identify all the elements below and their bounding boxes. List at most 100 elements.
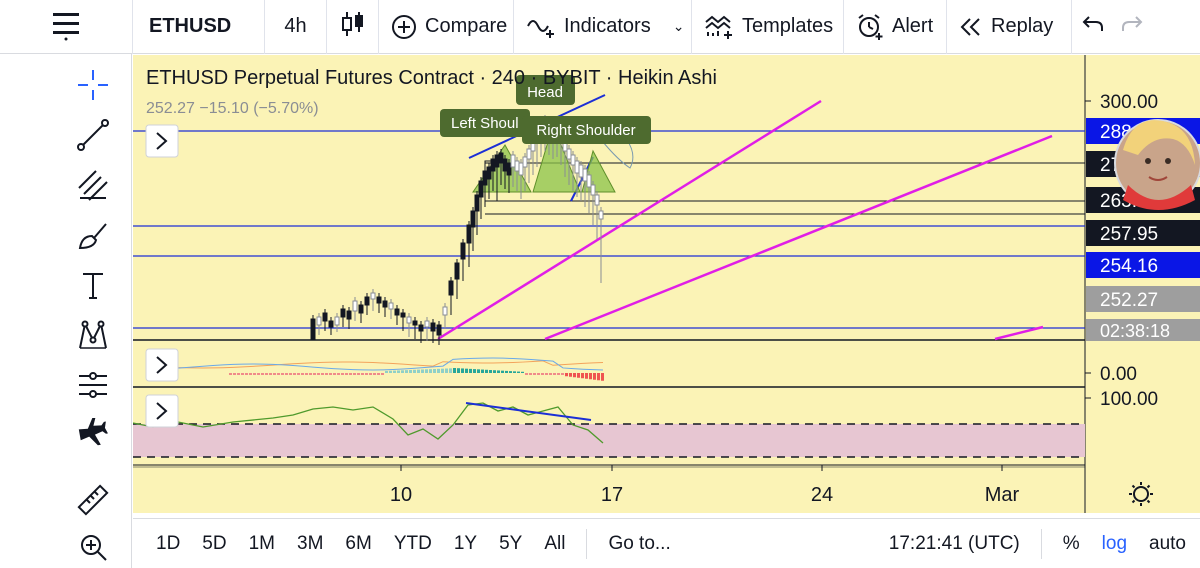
chevron-right-icon	[156, 402, 168, 420]
chart-legend-title: ETHUSD Perpetual Futures Contract · 240 …	[146, 67, 717, 89]
replay-label: Replay	[991, 15, 1054, 37]
price-pane-toggle[interactable]	[145, 124, 179, 158]
pattern-tool[interactable]	[70, 314, 116, 360]
brush-tool[interactable]	[70, 214, 116, 260]
macd-bar	[237, 373, 240, 375]
candle-body	[340, 308, 346, 318]
countdown-tag	[1086, 319, 1200, 341]
zoom-tool[interactable]	[70, 530, 116, 568]
range-button-6m[interactable]: 6M	[345, 532, 372, 554]
utc-clock[interactable]: 17:21:41 (UTC)	[888, 532, 1020, 554]
rsi-line	[133, 402, 604, 444]
macd-bar	[541, 373, 544, 375]
log-scale-toggle[interactable]: log	[1101, 532, 1128, 554]
chart-canvas[interactable]: Head Left Shoul Right Shoulder	[133, 55, 1200, 513]
divider	[586, 528, 588, 559]
range-button-3m[interactable]: 3M	[297, 532, 324, 554]
candle-body	[510, 154, 516, 168]
undo-icon	[1081, 13, 1105, 41]
measure-tool[interactable]	[70, 479, 116, 525]
macd-bar	[593, 373, 596, 380]
candlestick-icon	[341, 10, 365, 44]
redo-button[interactable]	[1114, 0, 1150, 54]
compare-button[interactable]: Compare	[379, 0, 514, 54]
candle-body	[490, 158, 496, 172]
range-button-1d[interactable]: 1D	[156, 532, 181, 554]
candle-body	[514, 160, 520, 172]
trend-line-tool[interactable]	[70, 114, 116, 160]
gear-icon	[1133, 486, 1149, 502]
time-label-17: 17	[601, 484, 623, 506]
rsi-pane-toggle[interactable]	[145, 394, 179, 428]
divider	[1040, 528, 1042, 559]
rsi-divergence-line	[465, 402, 592, 421]
text-tool[interactable]	[70, 264, 116, 310]
macd-bar	[469, 368, 472, 373]
replay-button[interactable]: Replay	[947, 0, 1072, 54]
percent-scale-toggle[interactable]: %	[1062, 532, 1080, 554]
macd-bar	[569, 373, 572, 377]
alert-button[interactable]: Alert	[844, 0, 947, 54]
menu-button[interactable]	[0, 0, 133, 54]
candle-body	[436, 324, 442, 336]
macd-bar	[413, 369, 416, 373]
range-button-1y[interactable]: 1Y	[453, 532, 478, 554]
range-button-ytd[interactable]: YTD	[393, 532, 432, 554]
range-button-1m[interactable]: 1M	[248, 532, 275, 554]
avatar[interactable]	[1114, 119, 1200, 210]
range-button-5d[interactable]: 5D	[202, 532, 227, 554]
symbol-label: ETHUSD	[149, 15, 232, 37]
macd-bar	[361, 373, 364, 375]
macd-bar	[529, 373, 532, 375]
bottom-toolbar: 1D 5D 1M 3M 6M YTD 1Y 5Y All Go to... 17:21:41 (…	[133, 518, 1200, 568]
macd-bar	[465, 368, 468, 373]
candle-body	[594, 194, 600, 206]
macd-pane-toggle[interactable]	[145, 348, 179, 382]
projection-icon	[76, 368, 110, 407]
icon-tool[interactable]	[70, 414, 116, 460]
chart-legend-price: 252.27 −15.10 (−5.70%)	[146, 100, 319, 117]
projection-tool[interactable]	[70, 364, 116, 410]
top-toolbar: ETHUSD 4h Compare	[0, 0, 1200, 54]
crosshair-tool[interactable]	[70, 64, 116, 110]
rsi-100-label: 100.00	[1100, 389, 1158, 410]
interval-button[interactable]: 4h	[265, 0, 327, 54]
chart-type-button[interactable]	[327, 0, 379, 54]
candle-body	[470, 210, 476, 228]
macd-bar	[557, 373, 560, 375]
indicators-button[interactable]: Indicators ⌄	[514, 0, 692, 54]
candle-body	[328, 320, 334, 328]
macd-bar	[477, 369, 480, 373]
range-button-5y[interactable]: 5Y	[499, 532, 523, 554]
macd-bar	[377, 373, 380, 375]
candle-body	[498, 152, 504, 164]
macd-bar	[401, 370, 404, 373]
macd-bar	[265, 373, 268, 375]
macd-bar	[457, 368, 460, 373]
right-shoulder-label: Right Shoulder	[522, 116, 651, 144]
macd-bar	[393, 370, 396, 373]
chart-area[interactable]: Head Left Shoul Right Shoulder	[133, 55, 1200, 513]
brush-icon	[76, 218, 110, 257]
candle-body	[578, 164, 584, 178]
candle-body	[418, 324, 424, 332]
chart-settings-button[interactable]	[1129, 482, 1153, 506]
text-icon	[76, 268, 110, 307]
candle-body	[430, 322, 436, 332]
undo-button[interactable]	[1072, 0, 1114, 54]
macd-bar	[429, 369, 432, 373]
rewind-icon	[959, 15, 983, 39]
goto-button[interactable]: Go to...	[608, 532, 671, 554]
candle-body	[466, 224, 472, 244]
macd-bar	[437, 368, 440, 373]
macd-bar	[277, 373, 280, 375]
range-button-all[interactable]: All	[544, 532, 566, 554]
symbol-button[interactable]: ETHUSD	[133, 0, 265, 54]
fib-tool[interactable]	[70, 164, 116, 210]
hamburger-menu-icon	[51, 7, 81, 47]
auto-scale-toggle[interactable]: auto	[1149, 532, 1186, 554]
macd-bar	[373, 373, 376, 375]
macd-bar	[337, 373, 340, 375]
chevron-right-icon	[156, 356, 168, 374]
templates-button[interactable]: Templates	[692, 0, 844, 54]
